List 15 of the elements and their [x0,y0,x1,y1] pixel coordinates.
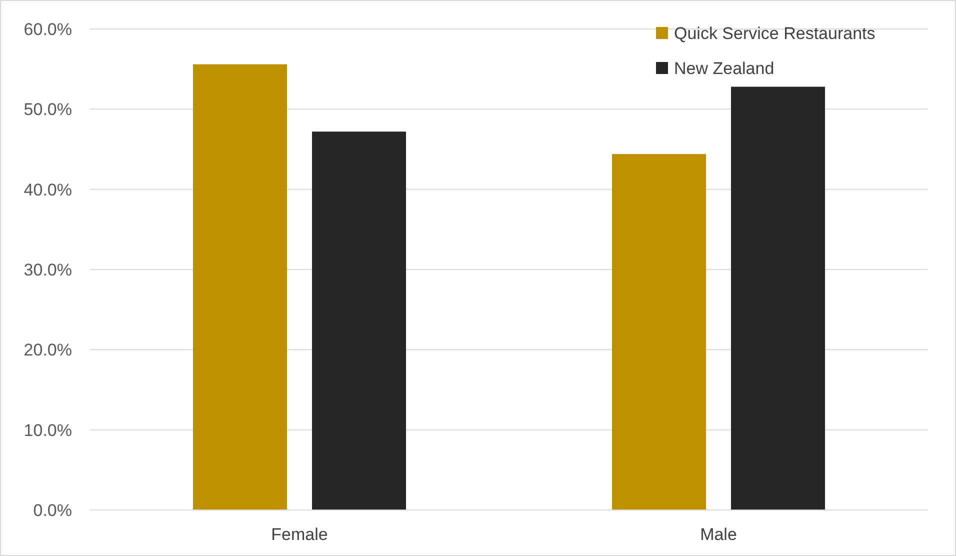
y-tick-label: 40.0% [24,180,72,200]
x-tick-label: Female [271,525,328,544]
y-tick-label: 0.0% [33,500,72,520]
bar [312,132,406,510]
y-tick-label: 30.0% [24,260,72,280]
y-tick-label: 50.0% [24,100,72,120]
x-tick-label: Male [700,525,737,544]
legend-label: New Zealand [674,58,774,78]
y-tick-label: 60.0% [24,20,72,39]
bar [193,64,287,510]
bar [612,154,706,510]
y-tick-label: 20.0% [24,340,72,360]
y-tick-label: 10.0% [24,420,72,440]
legend-label: Quick Service Restaurants [674,24,876,43]
bar [731,86,825,510]
